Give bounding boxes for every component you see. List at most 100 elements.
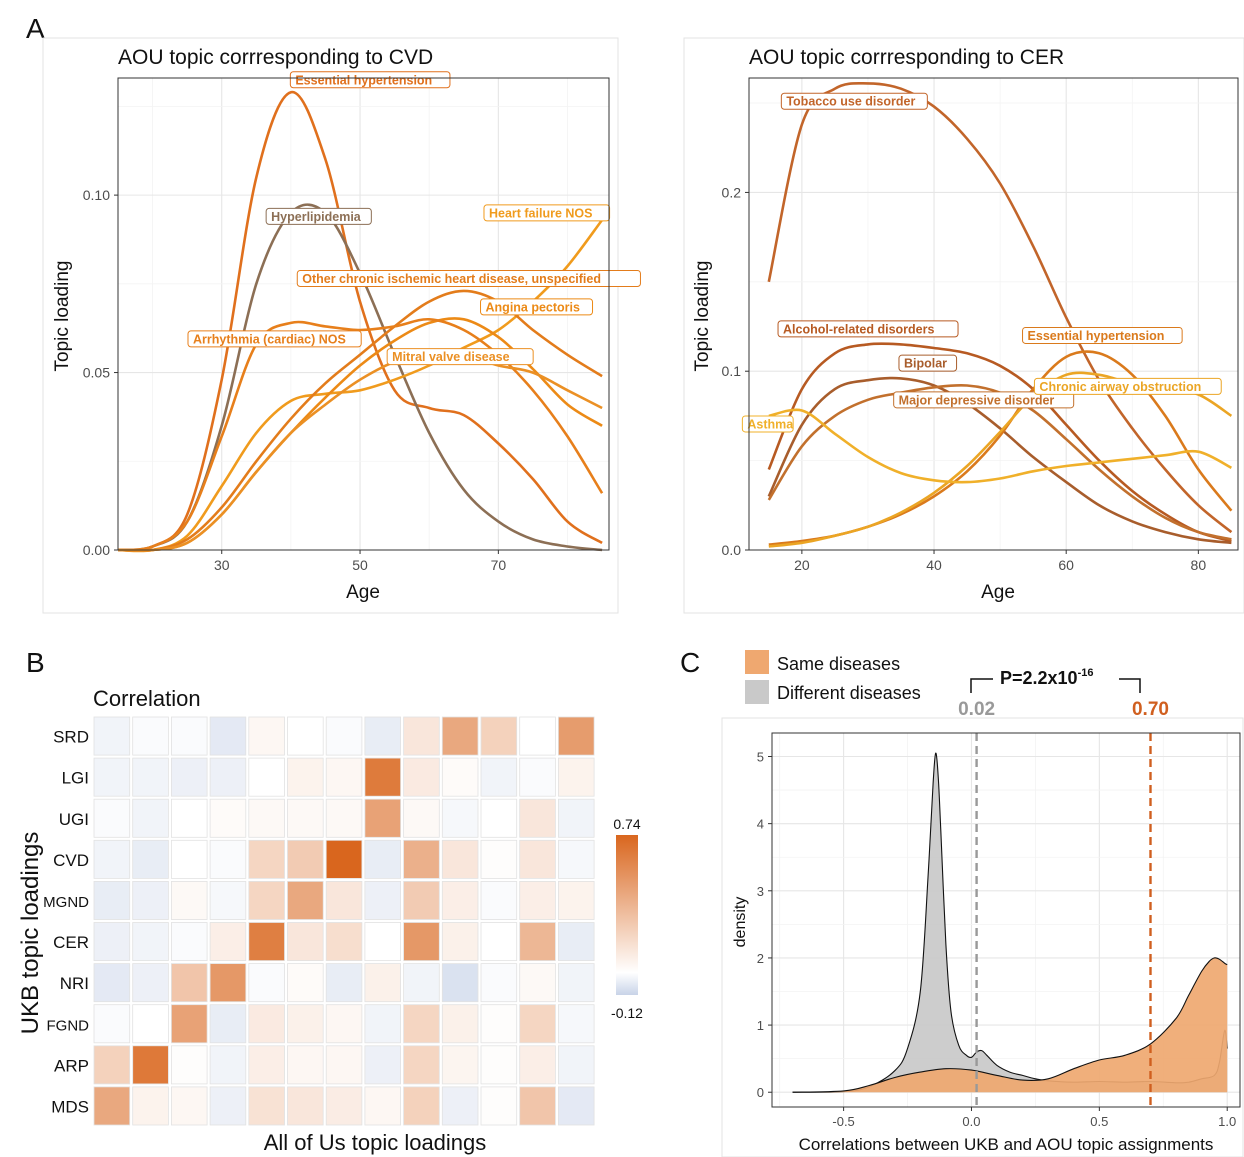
heatmap-cell-mgnd-1	[93, 881, 131, 920]
cer-y-tick-label: 0.2	[722, 184, 742, 200]
cer-label-bipolar: Bipolar	[904, 357, 947, 371]
heatmap-cell-cer-12	[519, 922, 556, 961]
heatmap-row-label-srd: SRD	[53, 728, 89, 747]
panel-letter-c: C	[680, 647, 700, 678]
heatmap-cell-arp-9	[403, 1045, 440, 1085]
cvd-label-box-arrhythmia-cardiac-nos	[187, 330, 362, 348]
heatmap-row-label-cer: CER	[53, 933, 89, 952]
cer-label-chronic-airway-obstruction: Chronic airway obstruction	[1039, 380, 1201, 394]
pvalue-bracket	[970, 678, 1141, 693]
heatmap-cell-srd-7	[325, 716, 363, 756]
density-x-axis-label: Correlations between UKB and AOU topic a…	[799, 1135, 1214, 1154]
heatmap-cell-fgnd-10	[441, 1004, 479, 1044]
heatmap-cell-cer-7	[325, 922, 363, 961]
heatmap-cell-lgi-5	[248, 757, 285, 797]
heatmap-cell-mgnd-9	[403, 881, 440, 920]
heatmap-cell-nri-2	[132, 963, 169, 1003]
vline-labels: 0.02 0.70	[958, 699, 1169, 720]
heatmap-cell-lgi-7	[325, 757, 363, 797]
heatmap-cell-srd-1	[93, 716, 131, 756]
heatmap-cell-mds-11	[480, 1086, 518, 1126]
cvd-x-axis-label: Age	[346, 582, 380, 603]
pvalue-exponent: -16	[1078, 667, 1094, 679]
cer-x-tick-label: 60	[1058, 557, 1074, 573]
heatmap-cell-cvd-8	[364, 839, 401, 879]
cvd-label-hyperlipidemia: Hyperlipidemia	[271, 210, 362, 224]
heatmap-cell-mds-9	[403, 1086, 440, 1126]
heatmap-cell-arp-13	[558, 1045, 595, 1085]
cvd-label-essential-hypertension: Essential hypertension	[295, 73, 432, 87]
cvd-label-box-heart-failure-nos	[483, 204, 611, 222]
heatmap-cells	[93, 716, 595, 1126]
heatmap-cell-nri-7	[325, 963, 363, 1003]
heatmap-cell-srd-9	[403, 716, 440, 756]
cer-x-tick-label: 20	[794, 557, 810, 573]
cer-label-alcohol-related-disorders: Alcohol-related disorders	[783, 322, 934, 336]
heatmap-cell-mgnd-11	[480, 881, 518, 920]
heatmap-cell-fgnd-4	[209, 1004, 247, 1044]
heatmap-cell-fgnd-6	[287, 1004, 324, 1044]
heatmap-x-axis-label: All of Us topic loadings	[264, 1130, 487, 1155]
heatmap-cell-cer-8	[364, 922, 401, 961]
heatmap-cell-cvd-9	[403, 839, 440, 879]
heatmap-cell-cer-11	[480, 922, 518, 961]
cer-chart-title: AOU topic corrresponding to CER	[749, 46, 1064, 69]
heatmap-cell-nri-11	[480, 963, 518, 1003]
heatmap-cell-arp-11	[480, 1045, 518, 1085]
heatmap-cell-ugi-8	[364, 798, 401, 838]
cer-label-box-bipolar	[898, 354, 958, 372]
heatmap-cell-fgnd-1	[93, 1004, 131, 1044]
cer-plot-border	[748, 77, 1239, 551]
cer-label-box-major-depressive-disorder	[893, 391, 1075, 409]
heatmap-cell-arp-4	[209, 1045, 247, 1085]
heatmap-row-label-fgnd: FGND	[47, 1017, 90, 1034]
cvd-label-box-hyperlipidemia	[265, 207, 372, 225]
heatmap-cell-cvd-12	[519, 839, 556, 879]
cer-line-asthma	[768, 408, 1233, 484]
mean-lines	[975, 733, 1152, 1107]
heatmap-cell-ugi-1	[93, 798, 131, 838]
heatmap-cell-srd-2	[132, 716, 169, 756]
heatmap-cell-mds-10	[441, 1086, 479, 1126]
cvd-label-box-essential-hypertension	[289, 71, 451, 89]
cvd-x-tick-label: 50	[352, 557, 368, 573]
cer-label-asthma: Asthma	[747, 417, 794, 431]
cer-x-tick-label: 80	[1191, 557, 1207, 573]
cer-y-axis-label: Topic loading	[692, 261, 713, 372]
heatmap-cell-fgnd-11	[480, 1004, 518, 1044]
cer-axis-ticks: 20 40 60 80 0.0 0.1 0.2	[722, 184, 1207, 573]
heatmap-cell-cer-13	[558, 922, 595, 961]
heatmap-row-label-nri: NRI	[60, 974, 89, 993]
heatmap-cell-mgnd-4	[209, 881, 247, 920]
cvd-topic-chart: AOU topic corrresponding to CVD Essentia…	[42, 37, 641, 614]
heatmap-cell-ugi-3	[170, 798, 208, 838]
heatmap-cell-srd-5	[248, 716, 285, 756]
cer-label-box-essential-hypertension	[1022, 326, 1183, 344]
heatmap-cell-srd-8	[364, 716, 401, 756]
heatmap-row-labels: SRD LGI UGI CVD MGND CER NRI FGND ARP MDS	[43, 728, 89, 1117]
heatmap-cell-mds-13	[558, 1086, 595, 1126]
heatmap-cell-cer-5	[248, 922, 285, 961]
heatmap-cell-ugi-10	[441, 798, 479, 838]
heatmap-cell-srd-3	[170, 716, 208, 756]
legend-swatch-different	[745, 680, 769, 704]
density-outline-same-diseases	[792, 957, 1228, 1093]
heatmap-cell-cvd-6	[287, 839, 324, 879]
mean-label-0-70: 0.70	[1132, 699, 1169, 720]
cvd-y-tick-label: 0.10	[83, 187, 110, 203]
heatmap-cell-nri-6	[287, 963, 324, 1003]
legend-label-same: Same diseases	[777, 654, 900, 674]
cer-label-major-depressive-disorder: Major depressive disorder	[899, 393, 1055, 407]
density-plot-border	[771, 732, 1241, 1108]
heatmap-cell-fgnd-8	[364, 1004, 401, 1044]
panel-letter-b: B	[26, 647, 45, 678]
heatmap-cell-cvd-11	[480, 839, 518, 879]
color-scale-min-label: -0.12	[611, 1005, 643, 1021]
cer-line-bipolar	[767, 376, 1232, 545]
cer-plot-background	[749, 78, 1238, 550]
cer-annotations: Tobacco use disorder Alcohol-related diso…	[741, 92, 1222, 433]
density-y-axis-label: density	[732, 897, 749, 948]
cer-y-tick-label: 0.0	[722, 542, 742, 558]
heatmap-cell-mds-7	[325, 1086, 363, 1126]
heatmap-cell-lgi-11	[480, 757, 518, 797]
